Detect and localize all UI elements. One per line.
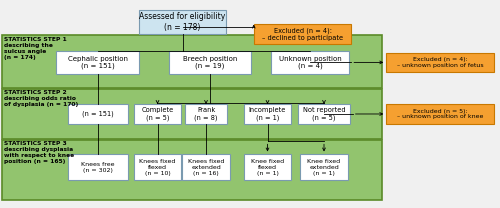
Text: Excluded (n = 5):
– unknown position of knee: Excluded (n = 5): – unknown position of … — [397, 109, 483, 119]
Text: STATISTICS STEP 2
describing odds ratio
of dysplasia (n = 170): STATISTICS STEP 2 describing odds ratio … — [4, 90, 78, 107]
Text: Assessed for eligibility
(n = 178): Assessed for eligibility (n = 178) — [140, 12, 226, 32]
Text: Knees free
(n = 302): Knees free (n = 302) — [81, 162, 114, 173]
FancyBboxPatch shape — [244, 154, 291, 180]
Text: STATISTICS STEP 3
describing dysplasia
with respect to knee
position (n = 165): STATISTICS STEP 3 describing dysplasia w… — [4, 141, 74, 164]
Text: Knee fixed
flexed
(n = 1): Knee fixed flexed (n = 1) — [251, 159, 284, 176]
Text: Unknown position
(n = 4): Unknown position (n = 4) — [278, 56, 342, 69]
FancyBboxPatch shape — [168, 51, 251, 74]
Text: Breech position
(n = 19): Breech position (n = 19) — [183, 56, 237, 69]
FancyBboxPatch shape — [244, 104, 291, 124]
FancyBboxPatch shape — [56, 51, 139, 74]
FancyBboxPatch shape — [68, 104, 128, 124]
FancyBboxPatch shape — [134, 104, 182, 124]
Text: Excluded (n = 4):
– unknown position of fetus: Excluded (n = 4): – unknown position of … — [396, 57, 484, 68]
Text: Knee fixed
extended
(n = 1): Knee fixed extended (n = 1) — [308, 159, 340, 176]
Text: Excluded (n = 4):
– declined to participate: Excluded (n = 4): – declined to particip… — [262, 28, 343, 41]
FancyBboxPatch shape — [298, 104, 350, 124]
FancyBboxPatch shape — [254, 24, 351, 44]
FancyBboxPatch shape — [2, 89, 382, 139]
FancyBboxPatch shape — [138, 10, 226, 34]
Text: Not reported
(n = 5): Not reported (n = 5) — [302, 107, 346, 121]
FancyBboxPatch shape — [185, 104, 227, 124]
FancyBboxPatch shape — [2, 140, 382, 200]
Text: Cephalic position
(n = 151): Cephalic position (n = 151) — [68, 56, 128, 69]
Text: Knees fixed
flexed
(n = 10): Knees fixed flexed (n = 10) — [140, 159, 175, 176]
FancyBboxPatch shape — [271, 51, 349, 74]
FancyBboxPatch shape — [182, 154, 230, 180]
FancyBboxPatch shape — [134, 154, 182, 180]
Text: Complete
(n = 5): Complete (n = 5) — [142, 107, 174, 121]
FancyBboxPatch shape — [386, 104, 494, 124]
FancyBboxPatch shape — [300, 154, 348, 180]
FancyBboxPatch shape — [2, 35, 382, 88]
Text: Knees fixed
extended
(n = 16): Knees fixed extended (n = 16) — [188, 159, 224, 176]
FancyBboxPatch shape — [68, 154, 128, 180]
Text: Incomplete
(n = 1): Incomplete (n = 1) — [249, 107, 286, 121]
Text: STATISTICS STEP 1
describing the
sulcus angle
(n = 174): STATISTICS STEP 1 describing the sulcus … — [4, 37, 67, 60]
Text: (n = 151): (n = 151) — [82, 111, 114, 117]
FancyBboxPatch shape — [386, 53, 494, 72]
Text: Frank
(n = 8): Frank (n = 8) — [194, 107, 218, 121]
